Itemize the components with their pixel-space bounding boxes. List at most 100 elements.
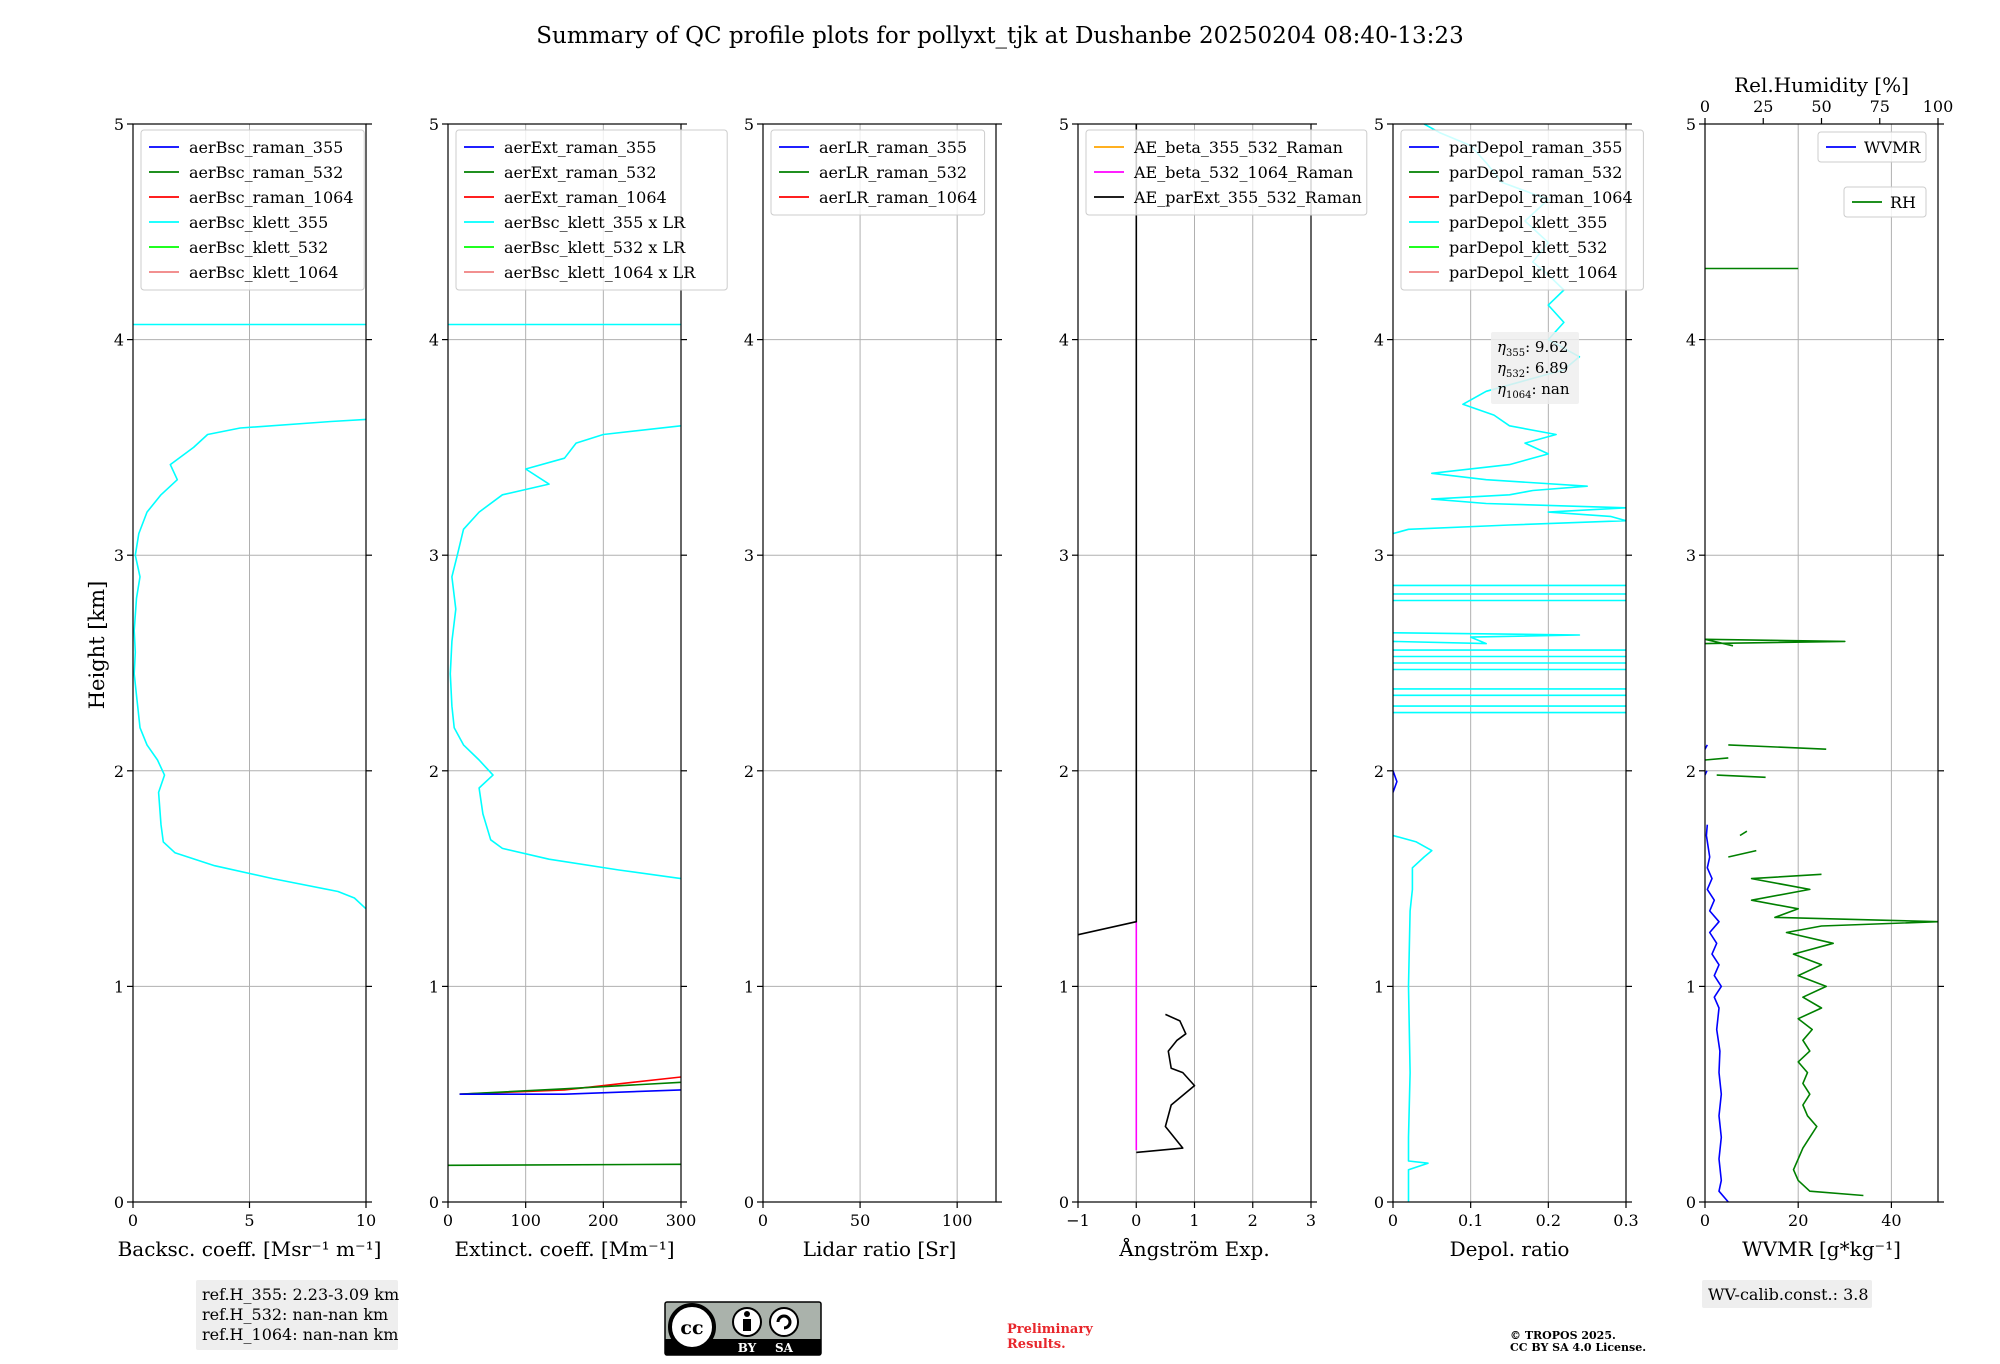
x-tick-label: 3 bbox=[1306, 1211, 1316, 1230]
copyright-line: © TROPOS 2025. bbox=[1510, 1329, 1616, 1342]
cc-sa-label: SA bbox=[775, 1341, 794, 1355]
y-tick-label: 4 bbox=[1686, 331, 1696, 350]
series-line-WVMR bbox=[1705, 824, 1729, 1202]
series-line-RH bbox=[1728, 744, 1827, 750]
y-tick-label: 5 bbox=[429, 115, 439, 134]
panel-depol: 0 1 2 3 4 5 0 0.1 0.2 0.3 Depol. ratio parDepol_ram… bbox=[1374, 115, 1644, 1261]
x-tick-label: 20 bbox=[1788, 1211, 1808, 1230]
y-tick-label: 4 bbox=[1374, 331, 1384, 350]
y-tick-label: 0 bbox=[429, 1193, 439, 1212]
y-tick-label: 0 bbox=[744, 1193, 754, 1212]
by-person-body-icon bbox=[743, 1319, 751, 1331]
legend-box bbox=[1400, 129, 1644, 291]
y-tick-label: 2 bbox=[1059, 762, 1069, 781]
series-group bbox=[1078, 124, 1196, 1154]
y-tick-label: 4 bbox=[114, 331, 124, 350]
legend: aerExt_raman_355 aerExt_raman_532 aerExt_r… bbox=[455, 129, 728, 291]
top-x-tick-label: 25 bbox=[1753, 97, 1773, 116]
legend-label: aerExt_raman_1064 bbox=[504, 188, 667, 207]
legend-label: parDepol_klett_532 bbox=[1449, 238, 1607, 257]
series-line-RH bbox=[1739, 830, 1748, 837]
legend-label: AE_parExt_355_532_Raman bbox=[1133, 188, 1362, 207]
y-tick-label: 3 bbox=[429, 546, 439, 565]
y-tick-label: 0 bbox=[1059, 1193, 1069, 1212]
x-tick-label: 0 bbox=[443, 1211, 453, 1230]
y-tick-label: 1 bbox=[114, 977, 124, 996]
legend-box bbox=[1085, 129, 1368, 216]
sa-icon bbox=[769, 1307, 799, 1337]
x-tick-label: 0 bbox=[1700, 1211, 1710, 1230]
legend-label: aerBsc_klett_1064 x LR bbox=[504, 263, 696, 282]
series-line-aerExt_raman_532 bbox=[448, 1163, 681, 1167]
legend-label: parDepol_klett_355 bbox=[1449, 213, 1607, 232]
eta-row: η355: 9.62 bbox=[1497, 338, 1568, 359]
x-tick-label: 200 bbox=[588, 1211, 619, 1230]
copyright-note: © TROPOS 2025.CC BY SA 4.0 License. bbox=[1510, 1329, 1646, 1354]
y-tick-label: 2 bbox=[744, 762, 754, 781]
y-tick-label: 1 bbox=[1374, 977, 1384, 996]
cc-license-badge: cc BY SA bbox=[664, 1301, 822, 1356]
legend-label: aerBsc_klett_1064 bbox=[189, 263, 338, 282]
legend-label: parDepol_raman_532 bbox=[1449, 163, 1622, 182]
x-tick-label: 0 bbox=[128, 1211, 138, 1230]
top-x-tick-label: 100 bbox=[1923, 97, 1954, 116]
top-x-tick-label: 50 bbox=[1811, 97, 1831, 116]
refh-line: ref.H_1064: nan-nan km bbox=[202, 1325, 398, 1344]
y-tick-label: 3 bbox=[1374, 546, 1384, 565]
legend: WVMR RH bbox=[1817, 131, 1927, 218]
copyright-line: CC BY SA 4.0 License. bbox=[1510, 1341, 1646, 1354]
legend-label: RH bbox=[1890, 193, 1916, 212]
x-tick-label: −1 bbox=[1066, 1211, 1090, 1230]
series-group bbox=[448, 323, 681, 1167]
x-tick-label: 0 bbox=[1388, 1211, 1398, 1230]
eta-row: η532: 6.89 bbox=[1497, 359, 1568, 380]
x-axis-label: Extinct. coeff. [Mm⁻¹] bbox=[454, 1237, 674, 1261]
x-tick-label: 0.3 bbox=[1613, 1211, 1638, 1230]
y-tick-label: 2 bbox=[429, 762, 439, 781]
legend-label: AE_beta_355_532_Raman bbox=[1133, 138, 1343, 157]
legend-label: aerExt_raman_355 bbox=[504, 138, 657, 157]
y-tick-label: 0 bbox=[114, 1193, 124, 1212]
x-tick-label: 0.1 bbox=[1458, 1211, 1483, 1230]
eta-row: η1064: nan bbox=[1497, 380, 1570, 401]
series-group bbox=[133, 323, 366, 910]
legend-label: aerLR_raman_355 bbox=[819, 138, 967, 157]
series-line-aerExt_raman_532 bbox=[459, 1081, 681, 1095]
legend-label: parDepol_raman_355 bbox=[1449, 138, 1622, 157]
y-tick-label: 1 bbox=[429, 977, 439, 996]
series-line-RH bbox=[1716, 774, 1766, 779]
legend-label: aerBsc_klett_532 x LR bbox=[504, 238, 686, 257]
series-line-parDepol_klett_355 bbox=[1393, 834, 1433, 1202]
legend: aerBsc_raman_355 aerBsc_raman_532 aerBsc_r… bbox=[140, 129, 365, 291]
series-line-aerExt_raman_355 bbox=[459, 1089, 681, 1095]
refh-box-bg bbox=[196, 1280, 398, 1350]
legend-label: aerBsc_raman_1064 bbox=[189, 188, 354, 207]
sa-arrow-icon bbox=[776, 1314, 792, 1330]
legend-label: parDepol_raman_1064 bbox=[1449, 188, 1633, 207]
axes-frame bbox=[762, 123, 997, 1203]
legend-box bbox=[1843, 186, 1927, 218]
top-x-tick-label: 75 bbox=[1870, 97, 1890, 116]
axes-frame bbox=[447, 123, 682, 1203]
y-tick-label: 5 bbox=[1059, 115, 1069, 134]
cc-by-label: BY bbox=[738, 1341, 757, 1355]
series-line-parDepol_raman_355 bbox=[1393, 770, 1398, 793]
y-tick-label: 4 bbox=[1059, 331, 1069, 350]
series-line-aerBsc_klett_355 bbox=[133, 418, 366, 910]
legend: aerLR_raman_355 aerLR_raman_532 aerLR_rama… bbox=[770, 129, 986, 216]
wv-calib-bg bbox=[1702, 1280, 1872, 1308]
y-tick-label: 5 bbox=[1374, 115, 1384, 134]
series-line-RH bbox=[1728, 849, 1757, 858]
cc-text: cc bbox=[680, 1317, 703, 1339]
x-tick-label: 40 bbox=[1881, 1211, 1901, 1230]
refh-line: ref.H_532: nan-nan km bbox=[202, 1305, 388, 1324]
y-tick-label: 3 bbox=[1686, 546, 1696, 565]
series-line-RH bbox=[1705, 638, 1846, 647]
series-line-RH bbox=[1705, 757, 1729, 761]
legend-label: aerExt_raman_532 bbox=[504, 163, 657, 182]
